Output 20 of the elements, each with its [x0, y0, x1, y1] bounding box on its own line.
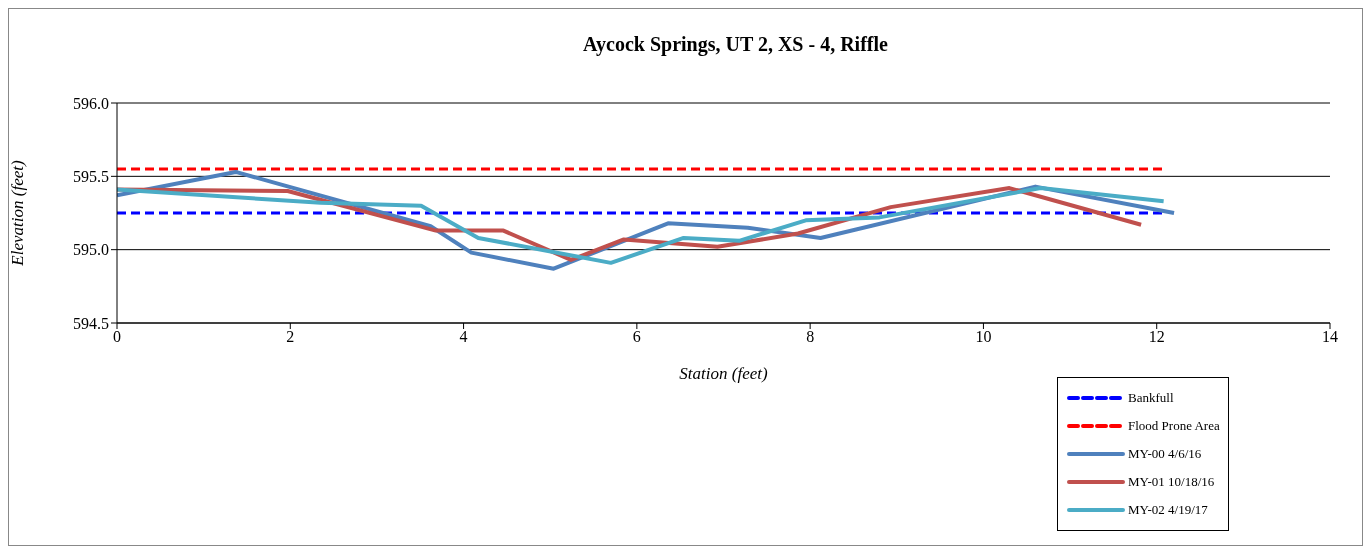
legend-label: MY-02 4/19/17 — [1128, 502, 1208, 518]
y-tick-label: 596.0 — [73, 94, 109, 112]
x-tick-label: 14 — [1322, 328, 1338, 346]
legend-label: MY-00 4/6/16 — [1128, 446, 1202, 462]
y-tick-label: 594.5 — [73, 314, 109, 332]
legend-label: Flood Prone Area — [1128, 418, 1220, 434]
y-axis-title: Elevation (feet) — [8, 160, 28, 267]
x-tick-label: 6 — [632, 328, 641, 346]
legend-label: Bankfull — [1128, 390, 1174, 406]
x-tick-label: 0 — [113, 328, 121, 346]
y-tick-label: 595.0 — [73, 241, 109, 259]
x-tick-label: 10 — [975, 328, 992, 346]
x-tick-label: 8 — [806, 328, 815, 346]
x-tick-label: 12 — [1148, 328, 1165, 346]
x-axis-title: Station (feet) — [679, 364, 768, 383]
legend-label: MY-01 10/18/16 — [1128, 474, 1215, 490]
x-tick-label: 2 — [286, 328, 295, 346]
chart-title: Aycock Springs, UT 2, XS - 4, Riffle — [582, 31, 889, 58]
y-tick-label: 595.5 — [73, 168, 109, 186]
x-tick-label: 4 — [459, 328, 468, 346]
